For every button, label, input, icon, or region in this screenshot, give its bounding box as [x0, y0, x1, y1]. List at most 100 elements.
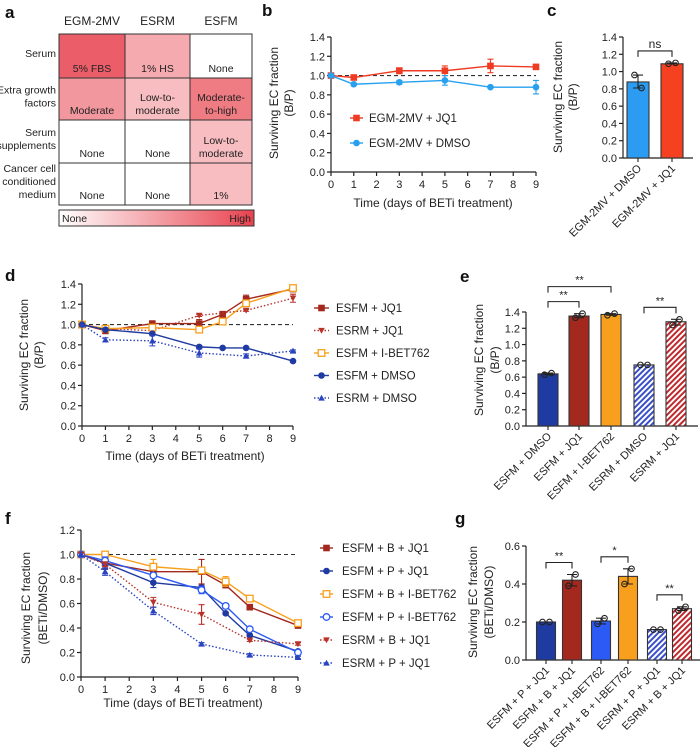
column-header: EGM-2MV	[64, 14, 120, 28]
y-tick-label: 0.4	[505, 579, 520, 591]
bar-group	[617, 565, 639, 661]
cell-value: Low-to-	[140, 92, 176, 104]
series-line	[330, 74, 536, 88]
series-line	[81, 297, 294, 332]
bracket	[547, 301, 580, 308]
x-tick-label: 4	[419, 179, 425, 191]
replicate-point	[572, 571, 579, 578]
y-tick-label: 0.8	[505, 356, 520, 368]
row-label: factors	[24, 98, 56, 110]
legend-label: ESFM + P + JQ1	[342, 566, 429, 578]
bar-group	[537, 369, 559, 427]
series-line	[330, 65, 537, 79]
data-point	[294, 654, 302, 661]
panel-f-line-chart: 0.0 0.2 0.4 0.6 0.8 1.0 1.2 Surviving EC fracti…	[19, 525, 456, 710]
data-point	[289, 357, 297, 365]
data-point	[532, 83, 540, 91]
significance-bracket: *	[600, 545, 629, 563]
significance-bracket: ns	[637, 37, 673, 57]
x-tick-label: 5	[196, 433, 202, 445]
row-label: Extra growth	[0, 85, 56, 97]
bar-group	[568, 310, 590, 427]
y-tick-label: 1.0	[505, 340, 520, 352]
legend-label: ESRM + P + JQ1	[342, 658, 430, 670]
cell-value: to-high	[205, 105, 237, 117]
data-point	[150, 579, 157, 586]
data-point	[322, 590, 331, 598]
panel-letter-c: c	[547, 1, 556, 20]
significance-bracket: **	[643, 295, 677, 314]
data-point	[327, 72, 335, 79]
data-point	[149, 571, 158, 580]
panel-letter-g: g	[455, 509, 465, 528]
data-point	[246, 651, 254, 658]
legend-item: ESFM + I-BET762	[314, 348, 430, 360]
cell-value: 5% FBS	[73, 63, 112, 75]
x-axis-title: Time (days of BETi treatment)	[103, 696, 262, 710]
legend-item: ESRM + JQ1	[314, 326, 403, 338]
panel-letter-a: a	[5, 3, 15, 22]
legend-item: ESRM + DMSO	[314, 393, 417, 405]
x-tick-label: 6	[220, 433, 226, 445]
bar	[626, 81, 650, 159]
series-esrm-b-jq1	[77, 551, 302, 648]
y-tick-label: 0.2	[60, 648, 75, 660]
data-point	[246, 603, 254, 611]
data-point	[78, 321, 86, 328]
data-point	[323, 637, 330, 644]
legend-label: ESRM + B + JQ1	[342, 635, 430, 647]
y-tick-label: 0.2	[310, 148, 325, 160]
data-point	[289, 347, 297, 354]
legend-item: ESFM + JQ1	[314, 303, 402, 315]
cell-value: None	[145, 190, 170, 202]
y-tick-label: 0.6	[505, 372, 520, 384]
data-point	[242, 307, 250, 314]
y-tick-label: 1.2	[61, 299, 76, 311]
x-tick-label: 7	[247, 684, 253, 696]
heatmap-cell	[58, 33, 126, 79]
legend-label: ESFM + I-BET762	[336, 348, 430, 360]
cell-value: None	[145, 148, 170, 160]
y-tick-label: 0.4	[61, 380, 76, 392]
y-axis-title: Surviving EC fraction	[17, 299, 31, 411]
x-axis-title: Time (days of BETi treatment)	[353, 196, 512, 210]
legend-label: ESFM + B + I-BET762	[342, 589, 456, 601]
legend-label: EGM-2MV + JQ1	[369, 113, 457, 125]
row-label: Serum	[25, 127, 56, 139]
row-label: Serum	[25, 48, 56, 60]
replicate-point	[565, 582, 572, 590]
data-point	[195, 312, 203, 319]
y-tick-label: 0.0	[602, 153, 617, 165]
error-bar	[567, 573, 577, 587]
heatmap-cell	[189, 77, 253, 121]
bar	[665, 321, 687, 427]
cell-value: moderate	[199, 148, 244, 160]
x-tick-label: 5	[198, 684, 204, 696]
data-point	[487, 83, 494, 91]
y-tick-label: 1.4	[310, 32, 325, 44]
data-point	[441, 77, 449, 84]
series-egm-2mv-jq1	[327, 58, 540, 81]
replicate-point	[601, 614, 608, 622]
bar	[646, 629, 668, 661]
bar	[590, 620, 612, 661]
data-point	[396, 79, 403, 86]
cell-value: Moderate-	[197, 92, 245, 104]
data-point	[318, 304, 325, 312]
y-tick-label: 1.2	[60, 525, 75, 537]
data-point	[197, 566, 206, 575]
x-tick-label: 3	[149, 433, 155, 445]
replicate-point	[604, 311, 611, 319]
bar	[537, 373, 559, 427]
data-point	[532, 63, 540, 71]
data-point	[195, 325, 204, 334]
y-tick-label: 0.4	[60, 623, 75, 635]
significance-label: *	[612, 545, 617, 557]
y-tick-label: 1.0	[310, 71, 325, 83]
legend-label: EGM-2MV + DMSO	[369, 138, 470, 150]
data-point	[102, 326, 109, 333]
data-point	[198, 640, 205, 647]
legend-item: ESFM + P + I-BET762	[320, 612, 456, 624]
error-bar	[671, 318, 681, 326]
series-egm-2mv-dmso	[327, 72, 540, 95]
